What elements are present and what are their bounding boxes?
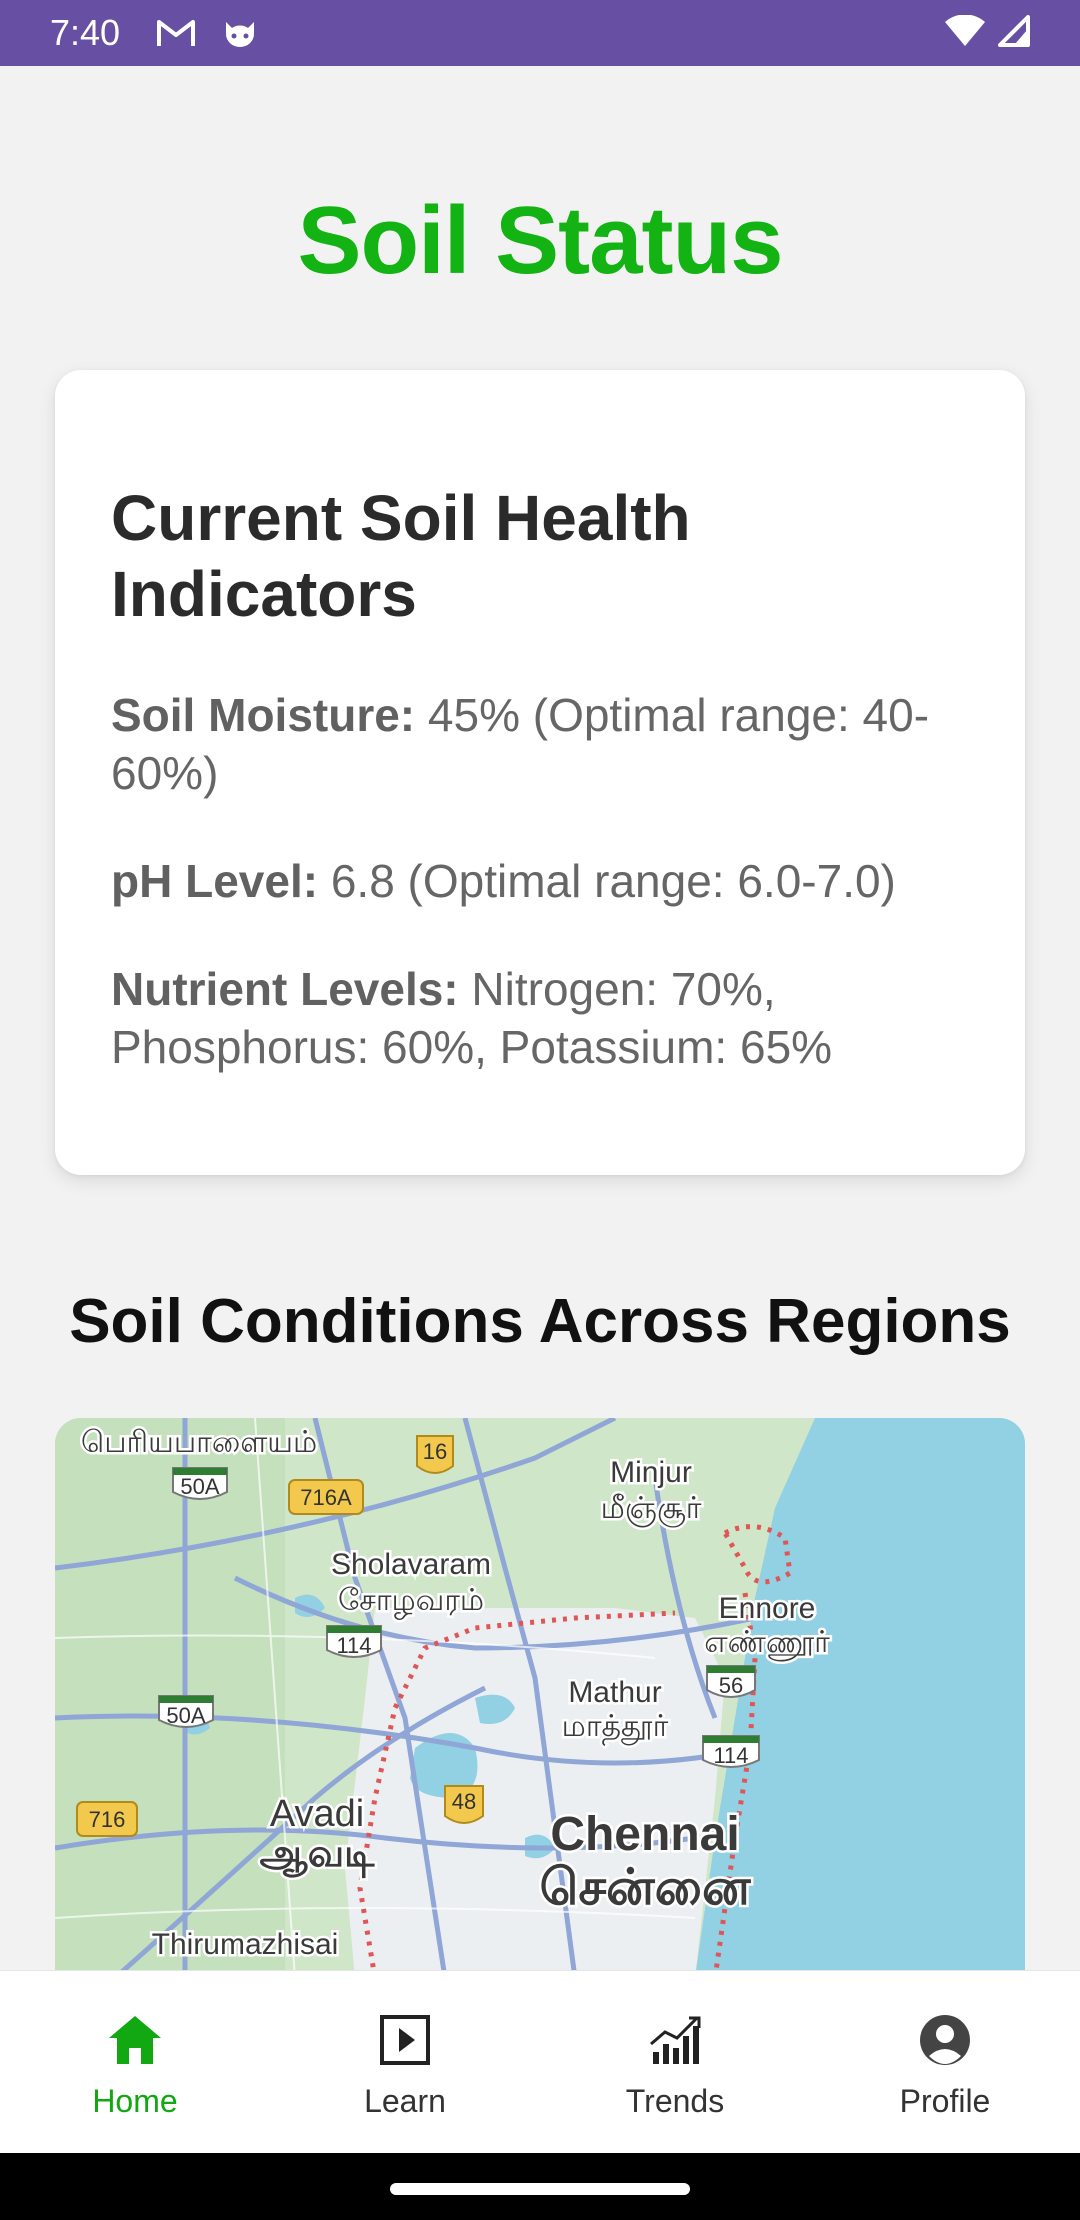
indicator-label: Nutrient Levels: <box>111 963 459 1015</box>
indicator-value: 45% (Optimal range: 40-60%) <box>111 689 930 799</box>
map-label-tamil: சோழவரம் <box>338 1584 484 1620</box>
shield-label: 114 <box>713 1743 748 1768</box>
map-label: Minjur <box>610 1456 692 1489</box>
indicator-nutrient-levels: Nutrient Levels: Nitrogen: 70%, Phosphor… <box>111 960 969 1076</box>
status-bar: 7:40 <box>0 0 1080 66</box>
trend-chart-icon <box>647 2011 703 2069</box>
home-icon <box>107 2011 163 2069</box>
shield-label: 114 <box>336 1633 371 1658</box>
map-label-city-tamil: சென்னை <box>540 1859 751 1915</box>
regions-heading: Soil Conditions Across Regions <box>69 1287 1011 1356</box>
wifi-icon <box>944 13 986 52</box>
indicator-value: Nitrogen: 70%, Phosphorus: 60%, Potassiu… <box>111 963 833 1073</box>
shield-label: 716A <box>300 1485 352 1510</box>
page-title: Soil Status <box>297 187 783 294</box>
indicator-ph-level: pH Level: 6.8 (Optimal range: 6.0-7.0) <box>111 852 969 910</box>
signal-icon <box>996 14 1030 52</box>
map-label: Mathur <box>568 1676 661 1709</box>
card-title: Current Soil Health Indicators <box>111 482 691 630</box>
nav-item-profile[interactable]: Profile <box>810 1971 1080 2153</box>
shield-label: 56 <box>719 1673 743 1698</box>
nav-item-home[interactable]: Home <box>0 1971 270 2153</box>
shield-label: 16 <box>423 1439 447 1464</box>
map-label-city: Chennai <box>550 1808 739 1861</box>
map-label: Sholavaram <box>331 1548 491 1581</box>
road-shield: 48 <box>444 1785 484 1824</box>
map-label-tamil: பெரியபாளையம் <box>81 1426 317 1459</box>
shield-label: 50A <box>180 1474 219 1499</box>
shield-label: 50A <box>166 1703 205 1728</box>
shield-label: 48 <box>452 1789 476 1814</box>
indicator-value: 6.8 (Optimal range: 6.0-7.0) <box>318 855 896 907</box>
nav-item-learn[interactable]: Learn <box>270 1971 540 2153</box>
gmail-icon <box>156 18 196 48</box>
road-shield: 716 <box>76 1801 138 1837</box>
road-shield: 56 <box>706 1665 756 1698</box>
home-gesture-handle[interactable] <box>390 2183 690 2195</box>
map-label-tamil: ஆவடி <box>260 1833 375 1878</box>
cat-app-icon <box>222 16 258 50</box>
nav-item-trends[interactable]: Trends <box>540 1971 810 2153</box>
map-label: Avadi <box>270 1793 364 1835</box>
nav-label: Learn <box>364 2083 446 2119</box>
road-shield: 716A <box>288 1479 364 1515</box>
map-canvas[interactable]: 16 50A 716A 114 50A <box>55 1418 1025 1978</box>
play-square-icon <box>379 2011 431 2069</box>
soil-health-card: Current Soil Health Indicators Soil Mois… <box>55 370 1025 1175</box>
map-label: Thirumazhisai <box>152 1928 339 1961</box>
gesture-bar <box>0 2153 1080 2220</box>
road-shield: 16 <box>416 1435 454 1474</box>
bottom-nav: Home Learn Trends Profile <box>0 1970 1080 2153</box>
road-shield: 114 <box>702 1735 760 1768</box>
map-label: Ennore <box>719 1592 816 1625</box>
map-label-tamil: மீஞ்சூர் <box>601 1492 702 1527</box>
shield-label: 716 <box>89 1807 126 1832</box>
status-time: 7:40 <box>50 12 121 53</box>
indicator-soil-moisture: Soil Moisture: 45% (Optimal range: 40-60… <box>111 686 969 802</box>
indicator-label: pH Level: <box>111 855 319 907</box>
road-shield: 50A <box>158 1695 214 1728</box>
map-label-tamil: எண்ணூர் <box>704 1626 830 1661</box>
indicator-label: Soil Moisture: <box>111 689 416 741</box>
road-shield: 114 <box>326 1625 382 1658</box>
map-label-tamil: மாத்தூர் <box>562 1710 669 1746</box>
road-shield: 50A <box>172 1467 228 1500</box>
nav-label: Trends <box>625 2083 725 2119</box>
regions-map[interactable]: 16 50A 716A 114 50A <box>55 1418 1025 1978</box>
nav-label: Profile <box>899 2083 991 2119</box>
nav-label: Home <box>92 2083 178 2119</box>
profile-icon <box>919 2011 971 2069</box>
